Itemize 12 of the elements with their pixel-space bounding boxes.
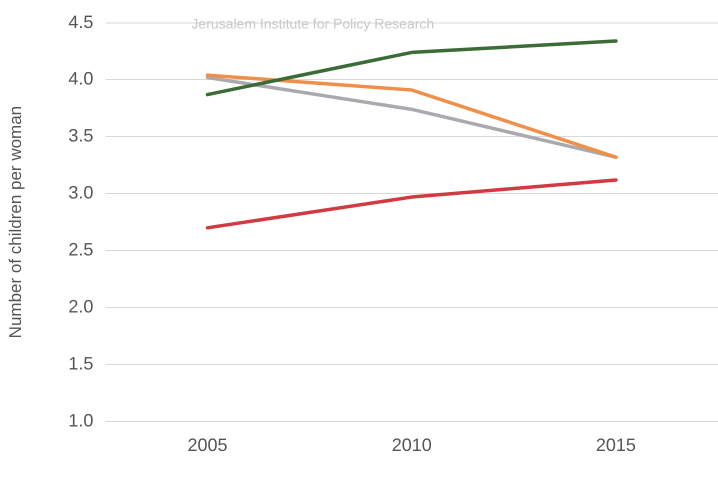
y-tick-label: 1.5	[68, 353, 94, 374]
y-tick-label: 1.0	[68, 410, 94, 430]
y-axis-title: Number of children per woman	[6, 106, 25, 338]
y-tick-label: 2.5	[68, 240, 94, 260]
y-tick-label: 4.0	[68, 68, 94, 89]
y-tick-label: 3.0	[68, 182, 94, 203]
y-tick-label: 3.5	[68, 126, 94, 146]
x-tick-label: 2015	[596, 435, 636, 456]
x-tick-label: 2005	[187, 435, 228, 456]
y-tick-label: 4.5	[68, 12, 94, 32]
y-tick-label: 2.0	[68, 296, 94, 316]
x-tick-label: 2010	[392, 435, 432, 456]
